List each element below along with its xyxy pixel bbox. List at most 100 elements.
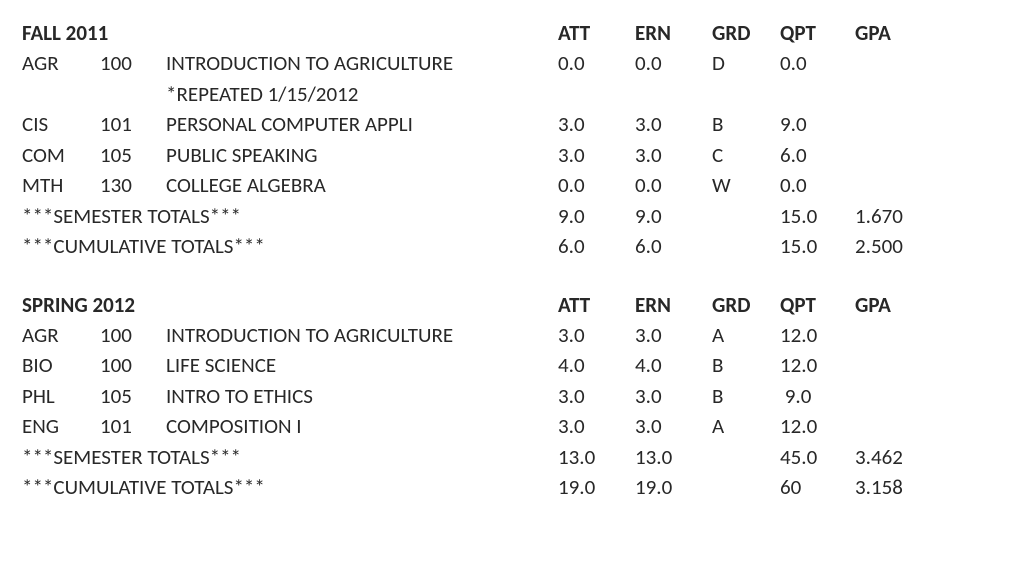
- totals-ern: 9.0: [635, 201, 712, 231]
- transcript: FALL 2011ATTERNGRDQPTGPAAGR100INTRODUCTI…: [22, 18, 1002, 503]
- course-num: 101: [100, 109, 166, 139]
- course-dept: MTH: [22, 170, 100, 200]
- col-header-att: ATT: [558, 290, 635, 320]
- course-ern: 3.0: [635, 109, 712, 139]
- col-header-ern: ERN: [635, 290, 712, 320]
- course-note: *REPEATED 1/15/2012: [166, 79, 558, 109]
- totals-label: ***SEMESTER TOTALS***: [22, 442, 558, 472]
- course-num: 105: [100, 381, 166, 411]
- course-ern: 4.0: [635, 350, 712, 380]
- col-header-grd: GRD: [712, 290, 780, 320]
- course-num: 130: [100, 170, 166, 200]
- course-row: MTH130COLLEGE ALGEBRA0.00.0W0.0: [22, 170, 1002, 200]
- term-block: SPRING 2012ATTERNGRDQPTGPAAGR100INTRODUC…: [22, 290, 1002, 503]
- totals-qpt: 15.0: [780, 231, 855, 261]
- course-row: AGR100INTRODUCTION TO AGRICULTURE3.03.0A…: [22, 320, 1002, 350]
- term-title: FALL 2011: [22, 18, 558, 48]
- totals-gpa: 3.158: [855, 472, 930, 502]
- course-grd: B: [712, 381, 780, 411]
- course-dept: ENG: [22, 411, 100, 441]
- course-row: BIO100LIFE SCIENCE4.04.0B12.0: [22, 350, 1002, 380]
- course-row: CIS101PERSONAL COMPUTER APPLI3.03.0B9.0: [22, 109, 1002, 139]
- course-att: 0.0: [558, 170, 635, 200]
- course-qpt: 0.0: [780, 48, 855, 78]
- term-title: SPRING 2012: [22, 290, 558, 320]
- course-qpt: 9.0: [780, 381, 855, 411]
- totals-label: ***CUMULATIVE TOTALS***: [22, 472, 558, 502]
- totals-qpt: 15.0: [780, 201, 855, 231]
- course-dept: AGR: [22, 48, 100, 78]
- course-grd: C: [712, 140, 780, 170]
- course-row: ENG101COMPOSITION I3.03.0A12.0: [22, 411, 1002, 441]
- course-grd: A: [712, 411, 780, 441]
- course-grd: W: [712, 170, 780, 200]
- course-grd: D: [712, 48, 780, 78]
- col-header-gpa: GPA: [855, 18, 930, 48]
- course-qpt: 12.0: [780, 350, 855, 380]
- totals-att: 19.0: [558, 472, 635, 502]
- course-qpt: 0.0: [780, 170, 855, 200]
- course-num: 105: [100, 140, 166, 170]
- term-block: FALL 2011ATTERNGRDQPTGPAAGR100INTRODUCTI…: [22, 18, 1002, 262]
- course-title: COMPOSITION I: [166, 411, 558, 441]
- course-row: COM105PUBLIC SPEAKING3.03.0C6.0: [22, 140, 1002, 170]
- course-title: INTRO TO ETHICS: [166, 381, 558, 411]
- totals-gpa: 2.500: [855, 231, 930, 261]
- course-title: LIFE SCIENCE: [166, 350, 558, 380]
- course-dept: CIS: [22, 109, 100, 139]
- course-title: INTRODUCTION TO AGRICULTURE: [166, 320, 558, 350]
- course-att: 3.0: [558, 109, 635, 139]
- totals-ern: 6.0: [635, 231, 712, 261]
- course-row: PHL105INTRO TO ETHICS3.03.0B 9.0: [22, 381, 1002, 411]
- col-header-grd: GRD: [712, 18, 780, 48]
- semester-totals-row: ***SEMESTER TOTALS***9.09.015.01.670: [22, 201, 1002, 231]
- totals-att: 9.0: [558, 201, 635, 231]
- course-dept: BIO: [22, 350, 100, 380]
- semester-totals-row: ***SEMESTER TOTALS***13.013.045.03.462: [22, 442, 1002, 472]
- course-qpt: 9.0: [780, 109, 855, 139]
- totals-gpa: 1.670: [855, 201, 930, 231]
- totals-att: 13.0: [558, 442, 635, 472]
- course-row: AGR100INTRODUCTION TO AGRICULTURE0.00.0D…: [22, 48, 1002, 78]
- term-header-row: FALL 2011ATTERNGRDQPTGPA: [22, 18, 1002, 48]
- course-num: 101: [100, 411, 166, 441]
- course-dept: COM: [22, 140, 100, 170]
- course-note-row: *REPEATED 1/15/2012: [22, 79, 1002, 109]
- totals-qpt: 60: [780, 472, 855, 502]
- col-header-att: ATT: [558, 18, 635, 48]
- course-ern: 3.0: [635, 411, 712, 441]
- course-title: PERSONAL COMPUTER APPLI: [166, 109, 558, 139]
- totals-label: ***SEMESTER TOTALS***: [22, 201, 558, 231]
- course-att: 4.0: [558, 350, 635, 380]
- course-dept: PHL: [22, 381, 100, 411]
- totals-label: ***CUMULATIVE TOTALS***: [22, 231, 558, 261]
- course-att: 3.0: [558, 320, 635, 350]
- totals-qpt: 45.0: [780, 442, 855, 472]
- col-header-gpa: GPA: [855, 290, 930, 320]
- course-att: 3.0: [558, 381, 635, 411]
- course-ern: 0.0: [635, 170, 712, 200]
- cumulative-totals-row: ***CUMULATIVE TOTALS***6.06.015.02.500: [22, 231, 1002, 261]
- term-header-row: SPRING 2012ATTERNGRDQPTGPA: [22, 290, 1002, 320]
- course-dept: AGR: [22, 320, 100, 350]
- course-ern: 0.0: [635, 48, 712, 78]
- course-num: 100: [100, 350, 166, 380]
- course-qpt: 12.0: [780, 411, 855, 441]
- course-grd: B: [712, 109, 780, 139]
- cumulative-totals-row: ***CUMULATIVE TOTALS***19.019.0603.158: [22, 472, 1002, 502]
- col-header-qpt: QPT: [780, 18, 855, 48]
- totals-ern: 19.0: [635, 472, 712, 502]
- course-att: 3.0: [558, 411, 635, 441]
- course-title: INTRODUCTION TO AGRICULTURE: [166, 48, 558, 78]
- course-grd: A: [712, 320, 780, 350]
- totals-ern: 13.0: [635, 442, 712, 472]
- course-att: 0.0: [558, 48, 635, 78]
- course-att: 3.0: [558, 140, 635, 170]
- totals-gpa: 3.462: [855, 442, 930, 472]
- course-num: 100: [100, 320, 166, 350]
- course-title: PUBLIC SPEAKING: [166, 140, 558, 170]
- course-ern: 3.0: [635, 320, 712, 350]
- course-title: COLLEGE ALGEBRA: [166, 170, 558, 200]
- col-header-ern: ERN: [635, 18, 712, 48]
- course-ern: 3.0: [635, 140, 712, 170]
